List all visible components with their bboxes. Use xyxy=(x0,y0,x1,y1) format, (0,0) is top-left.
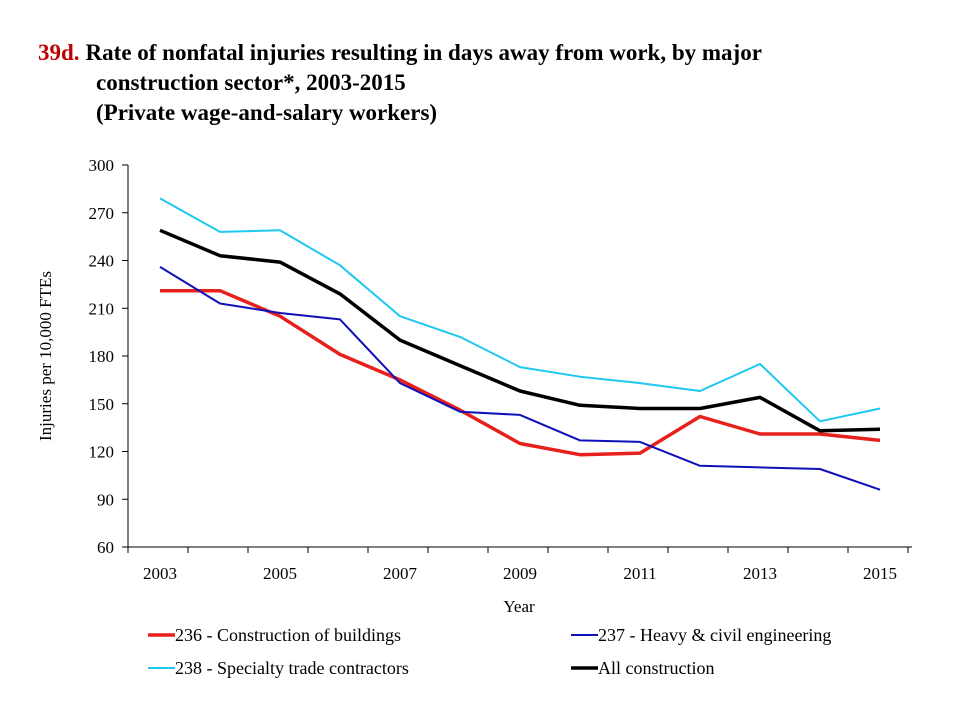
x-axis-title: Year xyxy=(503,597,535,616)
y-tick-label: 60 xyxy=(97,538,114,557)
y-tick-label: 150 xyxy=(89,395,115,414)
y-tick-label: 270 xyxy=(89,204,115,223)
series-line-4 xyxy=(159,228,881,433)
y-axis: 60 90 120 150 180 210 240 270 300 xyxy=(89,156,129,557)
y-tick-label: 90 xyxy=(97,490,114,509)
x-tick-label: 2007 xyxy=(383,564,418,583)
y-tick-label: 240 xyxy=(89,252,115,271)
x-tick-label: 2015 xyxy=(863,564,897,583)
chart-title: 39d. Rate of nonfatal injuries resulting … xyxy=(38,38,938,128)
title-line-1: Rate of nonfatal injuries resulting in d… xyxy=(85,40,762,65)
series-line-1 xyxy=(160,288,881,457)
series-line-2 xyxy=(159,266,881,491)
legend-label-1: 236 - Construction of buildings xyxy=(175,625,401,645)
y-axis-title: Injuries per 10,000 FTEs xyxy=(36,271,55,441)
x-tick-label: 2011 xyxy=(623,564,656,583)
y-tick-label: 180 xyxy=(89,347,115,366)
x-axis: 2003 2005 2007 2009 2011 2013 2015 xyxy=(127,546,912,583)
title-line-2: construction sector*, 2003-2015 xyxy=(96,70,406,95)
legend-label-2: 237 - Heavy & civil engineering xyxy=(598,625,831,645)
legend-label-4: All construction xyxy=(598,658,714,678)
legend: 236 - Construction of buildings 237 - Hea… xyxy=(148,625,831,678)
y-tick-label: 120 xyxy=(89,443,115,462)
series-line-3 xyxy=(159,197,881,423)
y-tick-label: 210 xyxy=(89,299,115,318)
x-tick-label: 2005 xyxy=(263,564,297,583)
y-tick-label: 300 xyxy=(89,156,115,175)
x-tick-label: 2003 xyxy=(143,564,177,583)
series-group xyxy=(159,197,881,491)
chart-number: 39d. xyxy=(38,40,80,65)
x-tick-label: 2013 xyxy=(743,564,777,583)
title-line-3: (Private wage-and-salary workers) xyxy=(96,100,438,125)
x-tick-label: 2009 xyxy=(503,564,537,583)
legend-label-3: 238 - Specialty trade contractors xyxy=(175,658,409,678)
